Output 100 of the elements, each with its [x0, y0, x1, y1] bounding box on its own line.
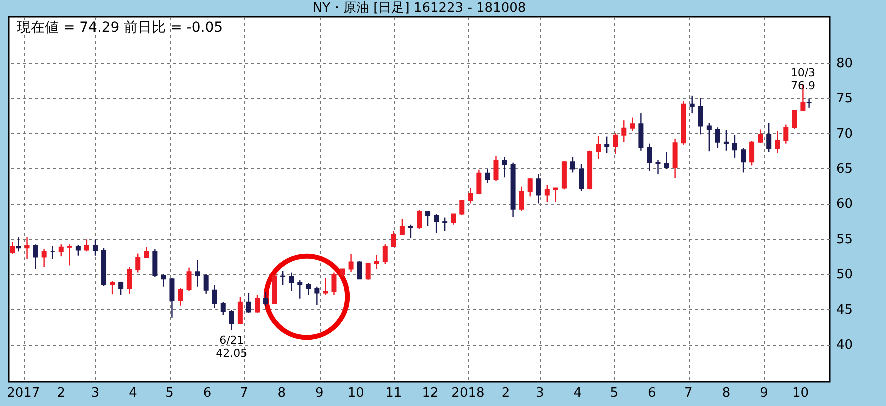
candlestick	[519, 186, 524, 212]
candlestick	[706, 122, 712, 152]
candlestick	[758, 129, 764, 144]
candlestick	[715, 127, 720, 149]
candlestick	[314, 286, 320, 306]
x-tick-label: 7	[684, 386, 693, 401]
candlestick	[494, 156, 499, 182]
y-tick-label: 40	[836, 338, 854, 354]
candlestick	[502, 156, 508, 178]
y-tick-label: 75	[836, 92, 854, 107]
candlestick	[246, 292, 252, 314]
candlestick	[58, 244, 64, 258]
candlestick	[298, 280, 303, 300]
x-tick-label: 3	[536, 386, 544, 401]
candlestick	[417, 209, 422, 230]
candlestick	[357, 260, 362, 280]
annotation: 現在値 = 74.29 前日比 = -0.05	[17, 20, 224, 36]
candlestick	[468, 188, 474, 204]
candlestick	[750, 140, 755, 166]
candlestick	[42, 248, 47, 268]
candlestick	[784, 124, 789, 144]
candlestick	[84, 239, 90, 252]
x-tick-label: 11	[386, 386, 402, 401]
candlestick	[476, 169, 482, 196]
x-tick-label: 2	[57, 386, 66, 401]
y-tick-label: 50	[836, 268, 854, 283]
candlestick	[127, 266, 132, 295]
x-tick-label: 2017	[7, 386, 40, 401]
candlestick	[118, 281, 124, 296]
candlestick	[442, 217, 448, 232]
candlestick	[766, 122, 772, 153]
x-tick-label: 4	[574, 386, 582, 401]
candlestick	[366, 262, 371, 280]
candlestick	[434, 214, 440, 234]
candlestick	[724, 130, 729, 152]
candlestick	[451, 214, 456, 226]
candlestick	[647, 143, 652, 172]
x-tick-label: 5	[166, 386, 174, 401]
candlestick	[664, 152, 670, 170]
candlestick	[579, 164, 584, 192]
candlestick	[110, 280, 116, 296]
candlestick	[596, 135, 602, 160]
candlestick	[460, 200, 465, 216]
candlestick	[280, 270, 286, 286]
candlestick	[306, 282, 312, 296]
candlestick	[144, 246, 150, 259]
candlestick	[67, 244, 72, 266]
x-tick-label: 2018	[452, 386, 485, 401]
candlestick	[622, 120, 627, 144]
chart-title: NY・原油 [日足] 161223 - 181008	[312, 1, 526, 16]
x-tick-label: 5	[610, 386, 619, 401]
candlestick	[92, 239, 98, 256]
x-tick-label: 9	[315, 386, 324, 401]
y-tick-label: 55	[836, 232, 854, 248]
candlestick	[323, 278, 328, 296]
candlestick	[408, 224, 414, 239]
candlestick	[24, 236, 30, 260]
candlestick	[178, 288, 184, 306]
candlestick	[76, 244, 81, 256]
candlestick	[656, 159, 661, 175]
candlestick	[332, 272, 337, 296]
annotation: 10/3 76.9	[790, 66, 816, 93]
y-tick-label: 80	[836, 56, 854, 72]
x-tick-label: 4	[129, 386, 138, 401]
candlestick	[528, 178, 533, 198]
x-tick-label: 3	[91, 386, 100, 401]
y-tick-label: 60	[836, 197, 854, 212]
y-tick-label: 45	[836, 302, 854, 318]
candlestick	[741, 147, 746, 174]
candlestick	[391, 230, 396, 248]
candlestick	[16, 236, 22, 252]
x-tick-label: 2	[502, 386, 510, 401]
candlestick	[806, 98, 812, 108]
candlestick	[204, 274, 209, 295]
candlestick	[613, 132, 618, 156]
candlestick	[382, 244, 388, 265]
candlestick	[238, 296, 243, 324]
x-tick-label: 9	[760, 386, 768, 401]
candlestick	[212, 284, 218, 309]
annotation: 6/21 42.05	[216, 334, 248, 360]
x-tick-label: 8	[278, 386, 286, 401]
y-tick-label: 65	[836, 162, 854, 177]
candlestick	[638, 112, 644, 152]
x-tick-label: 6	[648, 386, 656, 401]
candlestick	[604, 136, 610, 154]
candlestick	[544, 184, 550, 203]
candlestick	[553, 188, 558, 203]
candlestick	[10, 242, 16, 256]
candlestick	[485, 168, 490, 184]
candlestick	[732, 134, 738, 159]
candlestick	[161, 274, 166, 288]
candlestick	[136, 253, 141, 274]
candlestick	[698, 97, 704, 136]
candlestick	[630, 117, 636, 132]
x-tick-label: 12	[422, 386, 439, 401]
candlestick	[186, 267, 192, 292]
candlestick	[229, 310, 234, 331]
candlestick	[170, 278, 175, 318]
candlestick	[220, 302, 226, 316]
candlestick	[195, 260, 200, 288]
